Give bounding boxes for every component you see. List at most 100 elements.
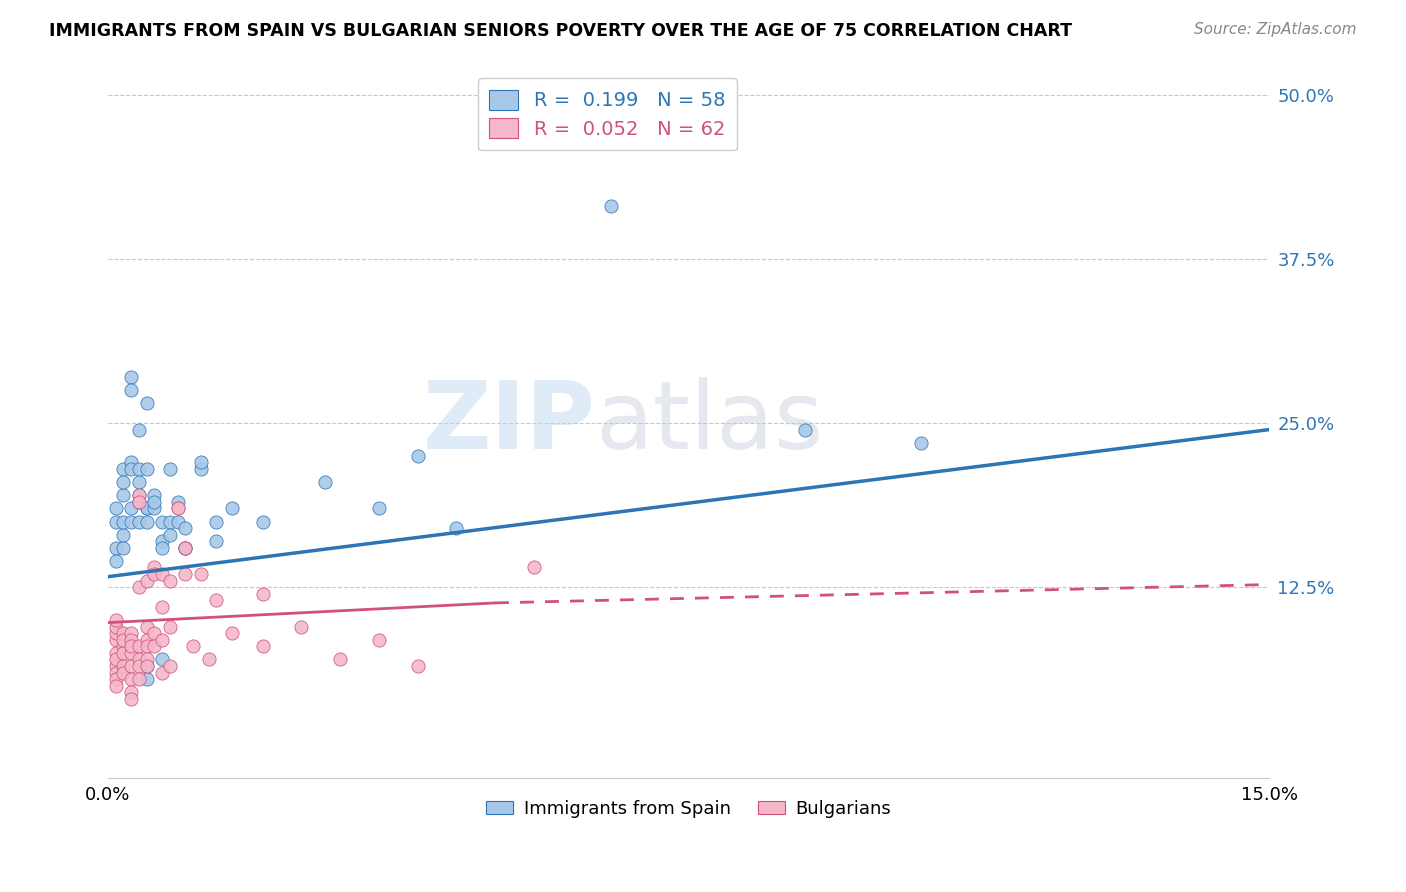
Point [120, 691, 142, 706]
Point [104, 501, 127, 516]
Point [128, 495, 150, 509]
Point [221, 501, 243, 516]
Point [159, 659, 181, 673]
Point [120, 672, 142, 686]
Point [252, 515, 274, 529]
Point [112, 626, 135, 640]
Point [128, 475, 150, 490]
Point [135, 632, 157, 647]
Point [150, 515, 173, 529]
Point [135, 396, 157, 410]
Point [104, 679, 127, 693]
Point [150, 665, 173, 680]
Point [128, 462, 150, 476]
Point [120, 640, 142, 654]
Point [104, 554, 127, 568]
Point [367, 501, 389, 516]
Point [143, 488, 166, 502]
Point [120, 659, 142, 673]
Point [150, 534, 173, 549]
Point [128, 515, 150, 529]
Point [104, 672, 127, 686]
Point [205, 593, 228, 607]
Point [159, 515, 181, 529]
Point [128, 488, 150, 502]
Point [135, 659, 157, 673]
Point [135, 672, 157, 686]
Point [367, 632, 389, 647]
Point [600, 199, 623, 213]
Point [104, 659, 127, 673]
Point [166, 501, 188, 516]
Point [120, 370, 142, 384]
Point [174, 541, 197, 555]
Point [128, 580, 150, 594]
Point [143, 501, 166, 516]
Point [120, 646, 142, 660]
Point [104, 646, 127, 660]
Point [104, 515, 127, 529]
Point [112, 632, 135, 647]
Point [143, 560, 166, 574]
Legend: Immigrants from Spain, Bulgarians: Immigrants from Spain, Bulgarians [478, 793, 898, 825]
Point [128, 672, 150, 686]
Point [793, 423, 815, 437]
Point [120, 501, 142, 516]
Point [128, 423, 150, 437]
Point [446, 521, 468, 535]
Point [104, 626, 127, 640]
Point [174, 541, 197, 555]
Point [143, 495, 166, 509]
Point [128, 488, 150, 502]
Point [112, 640, 135, 654]
Point [128, 652, 150, 666]
Point [159, 527, 181, 541]
Point [112, 527, 135, 541]
Point [150, 599, 173, 614]
Point [112, 488, 135, 502]
Point [159, 619, 181, 633]
Point [150, 632, 173, 647]
Point [135, 652, 157, 666]
Point [174, 521, 197, 535]
Point [112, 515, 135, 529]
Point [135, 659, 157, 673]
Point [159, 462, 181, 476]
Text: ZIP: ZIP [423, 377, 596, 469]
Point [406, 449, 429, 463]
Point [143, 640, 166, 654]
Point [112, 665, 135, 680]
Text: Source: ZipAtlas.com: Source: ZipAtlas.com [1194, 22, 1357, 37]
Point [174, 567, 197, 582]
Point [143, 626, 166, 640]
Point [197, 652, 219, 666]
Point [174, 541, 197, 555]
Text: IMMIGRANTS FROM SPAIN VS BULGARIAN SENIORS POVERTY OVER THE AGE OF 75 CORRELATIO: IMMIGRANTS FROM SPAIN VS BULGARIAN SENIO… [49, 22, 1073, 40]
Point [128, 495, 150, 509]
Point [150, 541, 173, 555]
Point [120, 626, 142, 640]
Point [135, 640, 157, 654]
Point [290, 619, 312, 633]
Point [314, 475, 336, 490]
Point [150, 652, 173, 666]
Point [112, 646, 135, 660]
Point [205, 534, 228, 549]
Point [112, 541, 135, 555]
Point [135, 619, 157, 633]
Point [112, 475, 135, 490]
Point [104, 541, 127, 555]
Point [523, 560, 546, 574]
Point [166, 495, 188, 509]
Point [910, 435, 932, 450]
Point [120, 515, 142, 529]
Point [112, 659, 135, 673]
Point [120, 685, 142, 699]
Point [135, 501, 157, 516]
Point [190, 455, 212, 469]
Point [166, 515, 188, 529]
Point [104, 619, 127, 633]
Point [112, 462, 135, 476]
Point [135, 515, 157, 529]
Point [135, 462, 157, 476]
